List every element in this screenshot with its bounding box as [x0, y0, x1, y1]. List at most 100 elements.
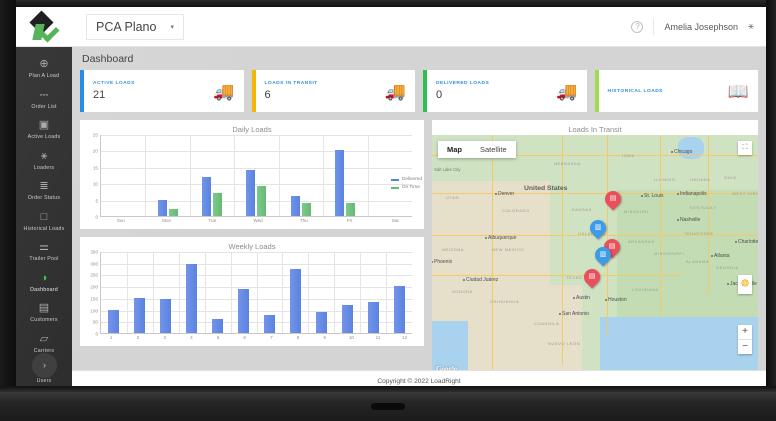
bar[interactable]	[134, 297, 146, 333]
sidebar-collapse-button[interactable]: ›	[32, 353, 57, 378]
y-axis-tick: 0	[95, 331, 98, 337]
user-name-label: Amelia Josephson	[664, 21, 738, 32]
bar[interactable]	[263, 315, 275, 333]
google-map[interactable]: WYOMINGNEBRASKAIOWAChicagoSalt Lake City…	[432, 135, 758, 376]
loadright-logo-icon[interactable]	[16, 7, 72, 47]
map-view-button[interactable]: Map	[447, 145, 462, 154]
sidebar-icon: ▱	[39, 332, 49, 345]
sidebar-item-order-list[interactable]: ⎓ Order List	[16, 84, 72, 115]
sidebar-icon: ◑	[40, 271, 48, 284]
map-label: Chicago	[674, 149, 693, 155]
bar[interactable]	[393, 286, 405, 333]
legend-swatch	[390, 178, 399, 181]
map-label: ILLINOIS	[654, 177, 676, 182]
warehouse-pin-austin[interactable]: ▤	[580, 265, 604, 289]
gridline	[152, 252, 154, 333]
bar[interactable]	[108, 309, 120, 333]
fullscreen-icon[interactable]: ⛶	[738, 141, 752, 155]
truck-pin-dallas[interactable]: ▥	[591, 243, 615, 267]
map-zoom-controls[interactable]: + −	[738, 325, 752, 354]
weekly-loads-chart[interactable]: 350 300 250 200 150 100 50 0 1 2 3 4 5 6 7 8 9 10 11 12	[80, 250, 424, 346]
pegman-streetview-icon[interactable]: ☸	[738, 275, 752, 294]
y-axis-tick: 50	[92, 319, 98, 325]
bar[interactable]	[186, 263, 198, 333]
gridline	[360, 252, 362, 333]
sidebar-item-label: Historical Loads	[23, 225, 65, 232]
sidebar-item-historical-loads[interactable]: □ Historical Loads	[16, 206, 72, 237]
sidebar-item-carriers[interactable]: ▱ Carriers	[16, 328, 72, 359]
sidebar-item-active-loads[interactable]: ▣ Active Loads	[16, 114, 72, 145]
x-axis-tick: 4	[190, 335, 193, 340]
bar-group	[153, 252, 179, 333]
y-axis-tick: 5	[95, 198, 98, 204]
x-axis-tick: Mon	[162, 218, 172, 223]
weekly-loads-panel: Weekly Loads 350 300 250 200 150 100 50 0 1 2 3 4 5 6…	[80, 237, 424, 346]
x-axis-tick: 2	[136, 335, 140, 340]
bar[interactable]	[341, 304, 353, 333]
sidebar-icon: □	[40, 210, 48, 223]
map-label: IOWA	[622, 153, 635, 158]
bar[interactable]	[213, 193, 223, 216]
sidebar-item-dashboard[interactable]: ◑ Dashboard	[16, 267, 72, 298]
sidebar-item-loaders[interactable]: ⚹ Loaders	[16, 145, 72, 176]
stat-card-active-loads[interactable]: ACTIVE LOADS 21 🚚	[80, 70, 244, 112]
map-label: Indianapolis	[680, 191, 707, 197]
zoom-out-button[interactable]: −	[742, 341, 748, 352]
bar[interactable]	[157, 199, 167, 216]
bar[interactable]	[315, 311, 327, 333]
x-axis-tick: 9	[323, 335, 326, 340]
x-axis-tick: Wed	[253, 218, 263, 223]
stat-cards-row: ACTIVE LOADS 21 🚚 LOADS IN TRANSIT 6 🚚 DELIVER…	[72, 70, 766, 112]
sidebar-item-trailer-pool[interactable]: ⚌ Trailer Pool	[16, 236, 72, 267]
x-axis: 1 2 3 4 5 6 7 8 9 10 11 12	[98, 335, 418, 340]
topbar-right-group: ? Amelia Josephson ⚹	[631, 18, 766, 35]
zoom-in-button[interactable]: +	[742, 326, 748, 337]
bar-group	[282, 252, 308, 333]
bar[interactable]	[367, 302, 379, 333]
bar[interactable]	[202, 176, 212, 216]
stat-card-historical-loads[interactable]: HISTORICAL LOADS 📖	[594, 70, 758, 112]
bar[interactable]	[160, 299, 172, 333]
bar[interactable]	[335, 150, 345, 216]
org-selector-dropdown[interactable]: PCA Plano ▾	[86, 13, 184, 40]
bar[interactable]	[301, 202, 311, 216]
bar[interactable]	[168, 209, 178, 216]
stat-card-delivered-loads[interactable]: DELIVERED LOADS 0 🚚	[423, 70, 587, 112]
sidebar-item-customers[interactable]: ▤ Customers	[16, 297, 72, 328]
gridline	[308, 252, 310, 333]
map-label: Salt Lake City	[434, 167, 461, 172]
stat-card-loads-in-transit[interactable]: LOADS IN TRANSIT 6 🚚	[251, 70, 415, 112]
page-header: Dashboard	[72, 47, 766, 70]
map-label: KENTUCKY	[690, 205, 717, 210]
map-label: Phoenix	[434, 259, 453, 265]
gridline	[234, 135, 236, 216]
sidebar-item-label: Carriers	[33, 347, 55, 354]
bar[interactable]	[212, 318, 224, 333]
sidebar-item-order-status[interactable]: ≣ Order Status	[16, 175, 72, 206]
y-axis-tick: 150	[90, 296, 98, 302]
legend-entry[interactable]: On Time	[390, 185, 422, 190]
user-avatar-icon[interactable]: ⚹	[748, 21, 754, 32]
legend-entry[interactable]: Delivered	[390, 177, 422, 182]
truck-pin-oklahoma[interactable]: ▥	[586, 216, 610, 240]
bar-group	[190, 135, 234, 216]
help-icon[interactable]: ?	[631, 20, 644, 33]
stat-card-key: ACTIVE LOADS	[93, 81, 135, 86]
stat-card-key: DELIVERED LOADS	[436, 81, 490, 86]
map-type-toggle[interactable]: Map Satellite	[438, 141, 516, 158]
bar[interactable]	[238, 288, 250, 333]
sidebar-item-plan-a-load[interactable]: ⊕ Plan A Load	[16, 53, 72, 84]
bar[interactable]	[290, 196, 300, 216]
x-axis-tick: Thu	[299, 218, 308, 223]
bar[interactable]	[246, 170, 256, 216]
bar[interactable]	[257, 186, 267, 216]
satellite-view-button[interactable]: Satellite	[480, 145, 507, 154]
map-label: Albuquerque	[488, 235, 517, 241]
bar[interactable]	[346, 202, 356, 216]
map-city-dot	[559, 313, 561, 315]
x-axis-tick: 3	[163, 335, 166, 340]
daily-loads-chart[interactable]: 25 20 15 10 5 0 Sun Mon Tue Wed Thu Fri Sat Delivered…	[80, 133, 424, 229]
warehouse-pin-dallas[interactable]: ▤	[600, 235, 624, 259]
bar[interactable]	[289, 268, 301, 333]
warehouse-pin-kansas[interactable]: ▤	[601, 187, 625, 211]
